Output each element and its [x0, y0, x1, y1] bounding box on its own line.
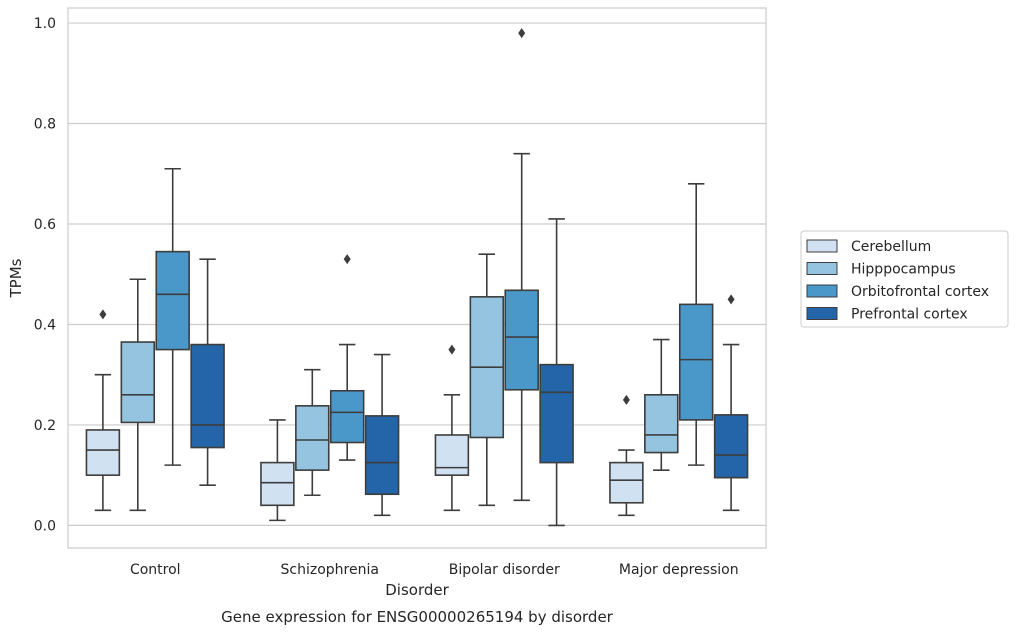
box: [85, 429, 121, 476]
x-tick-labels: Control Schizophrenia Bipolar disorder Majo…: [130, 562, 739, 578]
plot-frame: [67, 7, 767, 549]
x-tick-label: Schizophrenia: [281, 562, 379, 578]
box: [120, 341, 156, 424]
box-group: [539, 218, 574, 527]
y-tick-labels: 0.0 0.2 0.4 0.6 0.8 1.0: [34, 16, 56, 534]
outlier-point: [518, 28, 526, 39]
y-tick-label: 0.2: [34, 418, 56, 434]
outlier-point: [622, 394, 630, 405]
y-tick-label: 1.0: [34, 16, 56, 32]
x-tick-label: Control: [130, 562, 181, 578]
legend-swatch: [806, 262, 838, 275]
outlier-point: [343, 254, 351, 265]
box: [260, 461, 295, 507]
box-group: [678, 183, 714, 466]
legend-frame: [800, 230, 1009, 328]
y-tick-label: 0.8: [34, 117, 56, 133]
boxes: [85, 28, 749, 527]
box: [678, 303, 714, 421]
box-group: [190, 258, 225, 487]
legend-label: Cerebellum: [851, 239, 931, 255]
box: [329, 389, 365, 444]
box-group: [329, 254, 365, 461]
box-group: [364, 353, 400, 517]
box-group: [85, 309, 121, 512]
box: [539, 363, 574, 464]
box-group: [434, 344, 470, 512]
x-tick-label: Major depression: [619, 562, 739, 578]
y-tick-label: 0.6: [34, 217, 56, 233]
chart-caption: Gene expression for ENSG00000265194 by d…: [221, 608, 614, 626]
x-tick-label: Bipolar disorder: [449, 562, 560, 578]
y-axis-title: TPMs: [7, 258, 25, 298]
box: [190, 343, 225, 449]
legend-label: Hipppocampus: [851, 262, 956, 278]
outlier-point: [727, 294, 735, 305]
box: [364, 415, 400, 496]
box-group: [260, 419, 295, 522]
box-group: [120, 278, 156, 512]
legend-label: Orbitofrontal cortex: [851, 284, 989, 300]
legend-label: Prefrontal cortex: [851, 307, 968, 323]
box-group: [644, 338, 679, 471]
box-group: [609, 394, 644, 517]
box: [155, 250, 190, 351]
box: [434, 434, 470, 476]
legend-swatch: [806, 284, 838, 298]
box-group: [155, 167, 190, 466]
legend-swatch: [806, 239, 838, 253]
y-tick-label: 0.0: [34, 518, 56, 534]
y-tick-label: 0.4: [34, 317, 56, 333]
box: [644, 393, 679, 454]
legend: Cerebellum Hipppocampus Orbitofrontal cort…: [800, 230, 1009, 328]
outlier-point: [99, 309, 107, 320]
outlier-point: [448, 344, 456, 355]
x-axis-title: Disorder: [385, 581, 449, 599]
box: [504, 289, 539, 391]
box: [713, 414, 749, 479]
box-group: [713, 294, 749, 512]
legend-swatch: [806, 307, 838, 320]
box: [295, 405, 330, 471]
box: [609, 461, 644, 504]
box-group: [504, 28, 539, 502]
box-group: [469, 253, 505, 507]
box-group: [295, 368, 330, 497]
